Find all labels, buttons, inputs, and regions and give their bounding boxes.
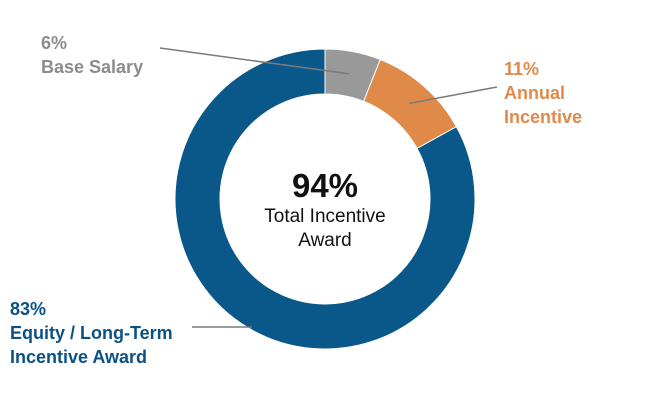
slice-label-annual-incentive-text-1: Annual: [504, 83, 565, 103]
slice-equity-incentive: [174, 48, 476, 350]
slice-label-base-salary-value: 6%: [41, 33, 68, 53]
leader-line-annual-incentive: [409, 86, 498, 105]
slice-label-base-salary: 6% Base Salary: [41, 31, 143, 79]
leader-line-base-salary: [159, 47, 349, 75]
slice-label-equity-incentive-text-1: Equity / Long-Term: [10, 323, 173, 343]
center-total-label-line-2: Award: [298, 230, 352, 251]
slice-label-equity-incentive-value: 83%: [10, 299, 47, 319]
slice-label-base-salary-text: Base Salary: [41, 57, 144, 77]
slice-label-annual-incentive: 11% Annual Incentive: [504, 57, 582, 129]
slice-label-annual-incentive-text-2: Incentive: [504, 107, 583, 127]
slice-label-annual-incentive-value: 11%: [504, 59, 540, 79]
slice-label-equity-incentive-text-2: Incentive Award: [10, 347, 148, 367]
center-total-label-line-1: Total Incentive: [264, 206, 386, 227]
center-total-value: 94%: [291, 167, 359, 204]
slice-label-equity-incentive: 83% Equity / Long-Term Incentive Award: [10, 297, 173, 369]
